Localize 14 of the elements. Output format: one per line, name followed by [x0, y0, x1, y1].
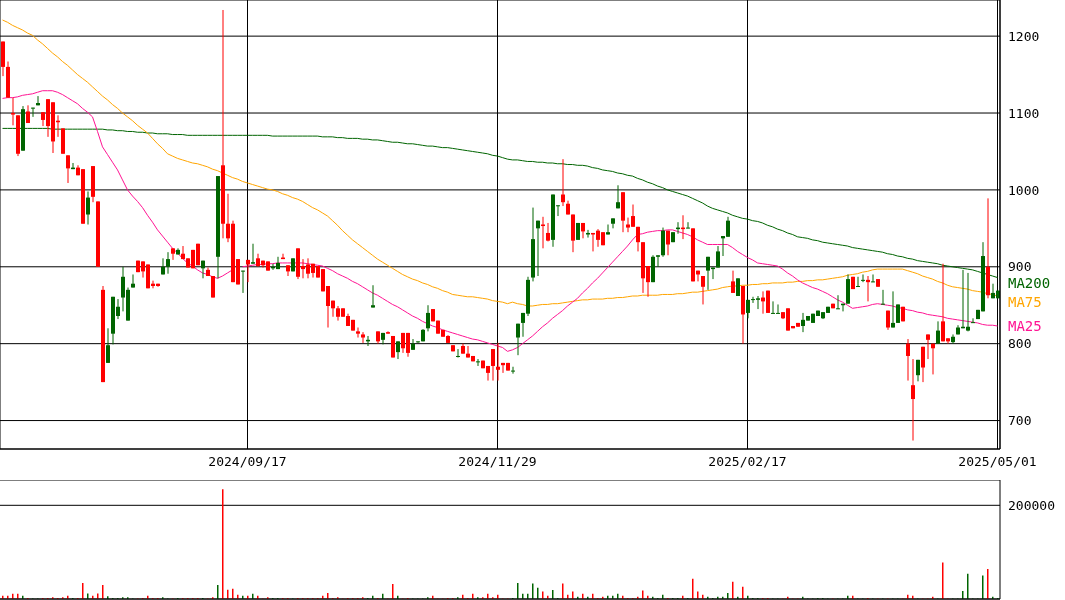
x-tick-label: 2024/09/17: [208, 454, 287, 470]
series-label: MA75: [1008, 293, 1042, 310]
y-tick-label: 1100: [1008, 105, 1040, 121]
y-tick-label: 800: [1008, 336, 1032, 352]
y-tick-label: 700: [1008, 413, 1032, 429]
series-label: MA200: [1008, 274, 1051, 291]
x-tick-label: 2025/05/01: [958, 454, 1037, 470]
x-tick-label: 2024/11/29: [458, 454, 537, 470]
y-tick-label: 1000: [1008, 182, 1040, 198]
y-tick-label: 1200: [1008, 28, 1040, 44]
y-tick-label: 900: [1008, 259, 1032, 275]
y-tick-label: 200000: [1008, 497, 1055, 513]
series-label: MA25: [1008, 317, 1042, 334]
x-tick-label: 2025/02/17: [708, 454, 787, 470]
